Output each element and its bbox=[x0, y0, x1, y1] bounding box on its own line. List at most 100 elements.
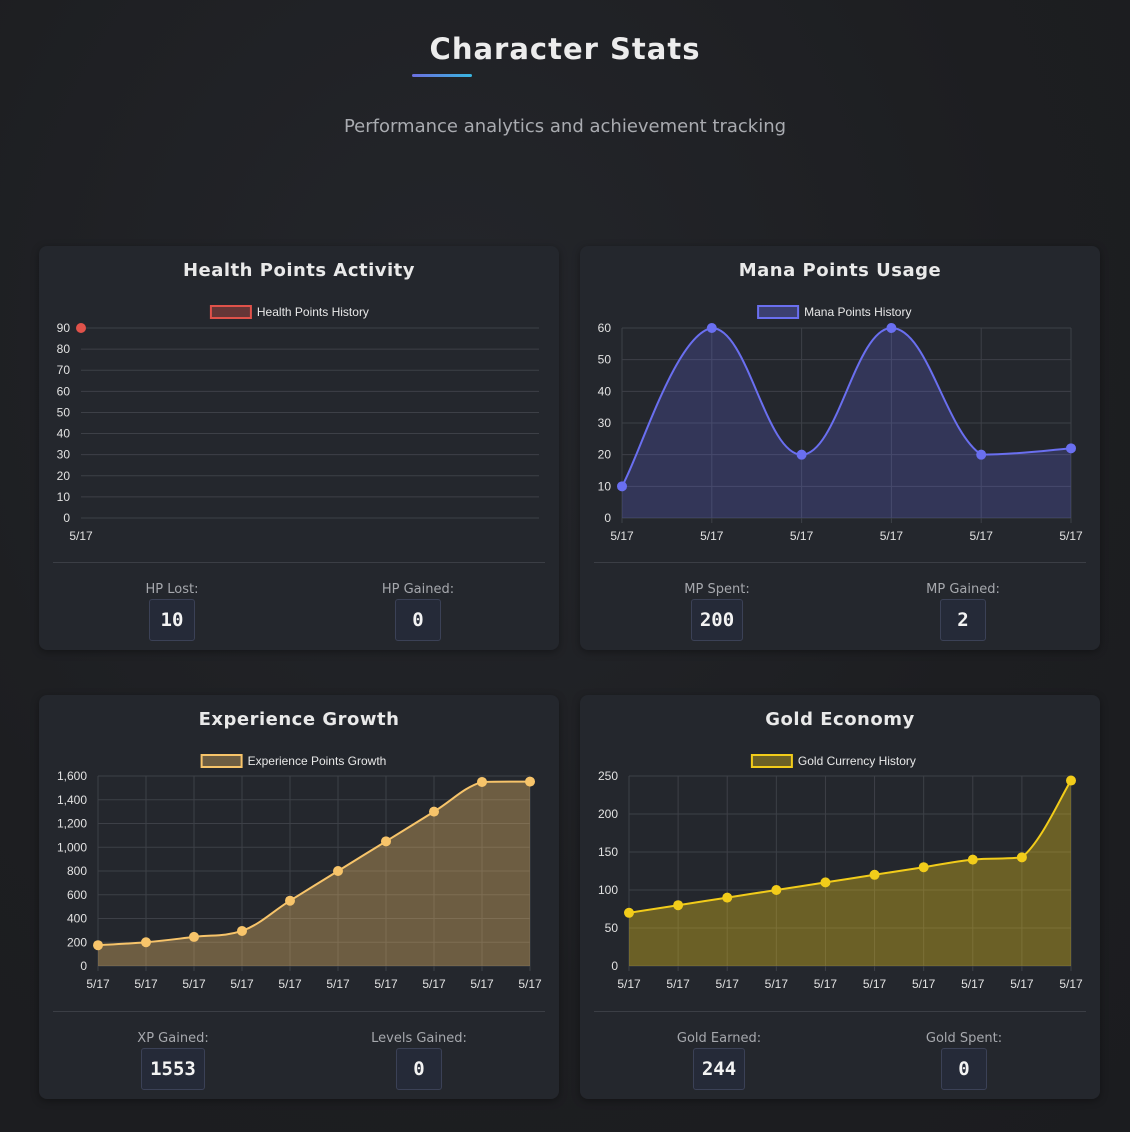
card-divider bbox=[53, 1011, 545, 1012]
stat-value: 200 bbox=[690, 599, 744, 641]
series-line bbox=[97, 780, 531, 947]
legend-label: Health Points History bbox=[257, 305, 369, 319]
stat-label: Levels Gained: bbox=[371, 1031, 467, 1046]
x-tick-label: 5/17 bbox=[700, 529, 724, 543]
hp-lost-stat: HP Lost: 10 bbox=[102, 582, 242, 641]
legend-swatch bbox=[200, 754, 243, 768]
y-tick-label: 40 bbox=[57, 427, 71, 441]
x-tick-label: 5/17 bbox=[470, 977, 494, 991]
y-tick-label: 30 bbox=[57, 448, 71, 462]
card-title: Mana Points Usage bbox=[738, 260, 942, 281]
legend-label: Gold Currency History bbox=[798, 754, 916, 768]
title-underline bbox=[412, 74, 472, 77]
x-tick-label: 5/17 bbox=[912, 977, 936, 991]
legend-swatch bbox=[209, 305, 252, 319]
legend-label: Mana Points History bbox=[804, 305, 911, 319]
stat-label: XP Gained: bbox=[137, 1031, 209, 1046]
data-point bbox=[141, 937, 151, 948]
x-tick-label: 5/17 bbox=[278, 977, 302, 991]
data-point bbox=[820, 877, 831, 888]
x-tick-label: 5/17 bbox=[790, 529, 814, 543]
mp-card: Mana Points Usage Mana Points History 0 10… bbox=[580, 246, 1100, 650]
mp-chart: Mana Points History 0 10 20 30 40 50 60 5/17 5/17… bbox=[598, 305, 1083, 543]
data-point bbox=[673, 900, 684, 911]
y-tick-label: 60 bbox=[57, 384, 71, 398]
data-point bbox=[1066, 775, 1076, 786]
data-point bbox=[918, 862, 929, 873]
stat-value: 0 bbox=[396, 1048, 442, 1090]
mp-gained-stat: MP Gained: 2 bbox=[893, 582, 1033, 641]
x-tick-label: 5/17 bbox=[69, 529, 93, 543]
chart-legend: Experience Points Growth bbox=[200, 754, 386, 768]
stat-value: 1553 bbox=[141, 1048, 205, 1090]
y-tick-label: 0 bbox=[80, 959, 87, 973]
data-point bbox=[237, 925, 247, 936]
stat-value: 2 bbox=[940, 599, 986, 641]
data-point bbox=[285, 895, 295, 906]
y-tick-label: 50 bbox=[598, 353, 612, 367]
stat-label: Gold Spent: bbox=[925, 1031, 1003, 1046]
x-tick-label: 5/17 bbox=[617, 977, 641, 991]
data-point bbox=[624, 907, 634, 918]
x-tick-label: 5/17 bbox=[814, 977, 838, 991]
x-tick-label: 5/17 bbox=[1010, 977, 1034, 991]
x-tick-label: 5/17 bbox=[326, 977, 350, 991]
card-divider bbox=[594, 1011, 1086, 1012]
y-tick-label: 20 bbox=[57, 469, 71, 483]
y-tick-label: 1,200 bbox=[57, 817, 87, 831]
data-point bbox=[429, 806, 439, 817]
x-tick-label: 5/17 bbox=[422, 977, 446, 991]
y-tick-label: 20 bbox=[598, 448, 612, 462]
card-title: Health Points Activity bbox=[182, 260, 416, 281]
y-tick-label: 250 bbox=[598, 769, 618, 783]
stat-value: 0 bbox=[395, 599, 441, 641]
gold-card: Gold Economy Gold Currency History 0 50 100… bbox=[580, 695, 1100, 1099]
card-title: Experience Growth bbox=[198, 709, 400, 730]
x-tick-label: 5/17 bbox=[863, 977, 887, 991]
data-point bbox=[771, 885, 782, 895]
x-tick-label: 5/17 bbox=[518, 977, 542, 991]
stat-label: HP Gained: bbox=[381, 582, 455, 597]
y-tick-label: 70 bbox=[57, 363, 71, 377]
y-tick-label: 800 bbox=[67, 864, 87, 878]
data-point bbox=[976, 449, 987, 460]
xp-gained-stat: XP Gained: 1553 bbox=[103, 1031, 243, 1090]
y-tick-label: 150 bbox=[598, 845, 618, 859]
stat-label: Gold Earned: bbox=[676, 1031, 762, 1046]
stat-label: MP Gained: bbox=[926, 582, 1000, 597]
chart-legend: Mana Points History bbox=[757, 305, 911, 319]
y-tick-label: 200 bbox=[598, 807, 618, 821]
card-divider bbox=[53, 562, 545, 563]
stat-value: 10 bbox=[149, 599, 195, 641]
hp-card: Health Points Activity Health Points His… bbox=[39, 246, 559, 650]
hp-gained-stat: HP Gained: 0 bbox=[348, 582, 488, 641]
data-point bbox=[333, 866, 343, 876]
x-tick-label: 5/17 bbox=[182, 977, 206, 991]
y-tick-label: 10 bbox=[598, 479, 612, 493]
y-tick-label: 200 bbox=[67, 935, 87, 949]
x-tick-label: 5/17 bbox=[230, 977, 254, 991]
gold-earned-stat: Gold Earned: 244 bbox=[649, 1031, 789, 1090]
y-tick-label: 1,000 bbox=[57, 840, 87, 854]
stat-label: MP Spent: bbox=[684, 582, 750, 597]
series-area bbox=[622, 328, 1071, 518]
page-title: Character Stats bbox=[429, 32, 701, 66]
data-point bbox=[617, 481, 627, 492]
y-tick-label: 600 bbox=[67, 888, 87, 902]
y-tick-label: 100 bbox=[598, 883, 618, 897]
x-tick-label: 5/17 bbox=[1059, 529, 1083, 543]
y-tick-label: 1,400 bbox=[57, 793, 87, 807]
y-tick-label: 90 bbox=[57, 321, 71, 335]
data-point bbox=[93, 940, 103, 951]
page-subtitle: Performance analytics and achievement tr… bbox=[343, 116, 787, 137]
y-tick-label: 0 bbox=[611, 959, 618, 973]
series-area bbox=[629, 780, 1071, 966]
y-tick-label: 40 bbox=[598, 384, 612, 398]
data-point bbox=[525, 776, 535, 787]
y-tick-label: 50 bbox=[57, 405, 71, 419]
data-point bbox=[869, 869, 880, 880]
x-tick-label: 5/17 bbox=[374, 977, 398, 991]
y-tick-label: 1,600 bbox=[57, 769, 87, 783]
y-tick-label: 60 bbox=[598, 321, 612, 335]
data-point bbox=[76, 323, 86, 333]
